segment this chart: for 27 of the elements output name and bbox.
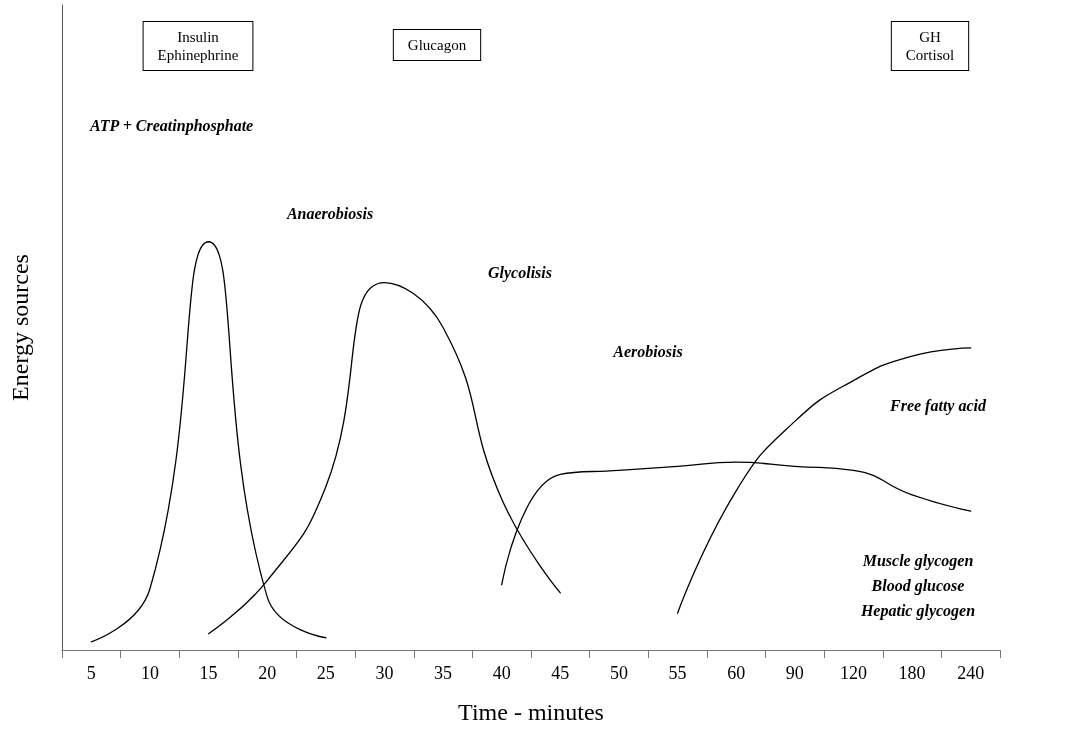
x-axis-title: Time - minutes (458, 699, 604, 725)
x-tick-label: 40 (492, 663, 511, 683)
x-tick-label: 240 (957, 663, 985, 683)
x-tick-label: 10 (140, 663, 159, 683)
x-tick-label: 120 (839, 663, 867, 683)
x-tick-label: 50 (609, 663, 628, 683)
x-tick-label: 35 (434, 663, 453, 683)
x-tick-label: 55 (668, 663, 687, 683)
x-tick-label: 5 (86, 663, 96, 683)
x-tick-label: 90 (785, 663, 804, 683)
x-tick-label: 20 (258, 663, 277, 683)
text: Glucagon (407, 37, 467, 53)
x-tick-label: 15 (199, 663, 218, 683)
text: ATP + Creatinphosphate (89, 116, 254, 135)
annotation: Free fatty acid (889, 396, 987, 415)
annotation: Aerobiosis (612, 342, 683, 360)
x-tick-label: 60 (727, 663, 746, 683)
text: Anaerobiosis (285, 204, 374, 222)
x-tick-label: 45 (551, 663, 570, 683)
annotation: Muscle glycogen Blood glucose Hepatic glycogen (859, 551, 976, 620)
x-tick-label: 180 (898, 663, 926, 683)
annotation: Glycolisis (488, 263, 552, 282)
text: Insulin Ephinephrine (157, 29, 239, 63)
text: GH Cortisol (905, 29, 955, 63)
x-tick-label: 25 (316, 663, 335, 683)
y-axis-title: Energy sources (7, 254, 33, 401)
x-tick-label: 30 (375, 663, 394, 683)
